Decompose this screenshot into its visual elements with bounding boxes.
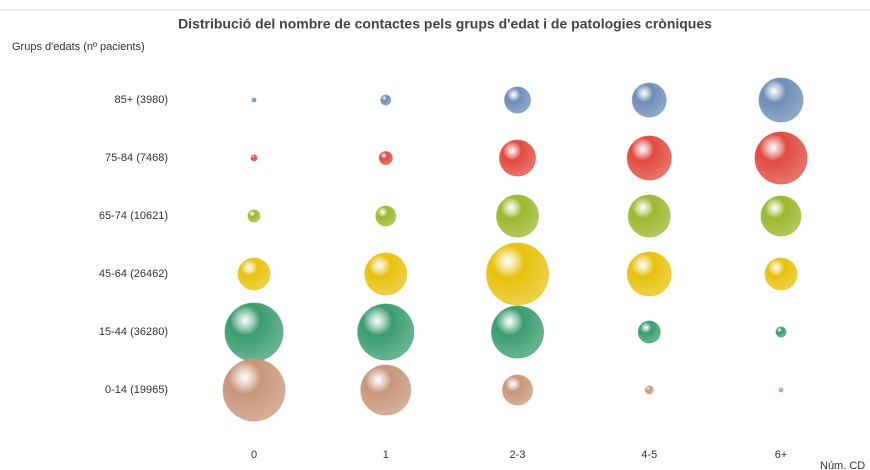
bubble	[637, 320, 661, 344]
bubble	[631, 82, 667, 118]
bubble	[224, 302, 284, 362]
bubble	[486, 242, 549, 306]
bubble	[627, 194, 671, 238]
bubble	[504, 86, 531, 114]
y-axis-label: Grups d'edats (nº pacients)	[12, 41, 145, 53]
bubble	[250, 154, 258, 162]
bubble	[360, 364, 412, 416]
x-tick-label: 4-5	[641, 449, 657, 461]
legend-label: 65-74 (10621)	[99, 210, 168, 222]
bubble	[247, 209, 261, 223]
x-tick-label: 6+	[775, 449, 788, 461]
x-axis-label: Núm. CD	[820, 460, 865, 470]
chart-title: Distribució del nombre de contactes pels…	[178, 16, 712, 32]
bubble	[775, 326, 787, 338]
bubble	[251, 97, 257, 103]
bubble	[496, 194, 539, 238]
bubble	[778, 387, 784, 393]
legend-label: 75-84 (7468)	[105, 152, 168, 164]
bubble	[760, 195, 802, 237]
bubble	[237, 257, 271, 291]
bubble	[491, 305, 544, 359]
bubble	[499, 139, 536, 177]
bubble	[502, 374, 533, 406]
bubble	[754, 131, 808, 185]
bubble	[378, 151, 393, 165]
x-tick-label: 0	[251, 449, 257, 461]
bubble	[626, 135, 672, 181]
bubble	[364, 252, 408, 296]
legend-label: 15-44 (36280)	[99, 326, 168, 338]
x-tick-label: 2-3	[510, 449, 526, 461]
bubble	[764, 257, 798, 291]
bubble	[380, 94, 392, 106]
x-tick-label: 1	[383, 449, 389, 461]
bubble	[758, 77, 804, 123]
legend-label: 0-14 (19965)	[105, 384, 168, 396]
legend-label: 45-64 (26462)	[99, 268, 168, 280]
bubble	[626, 251, 672, 297]
bubble	[375, 205, 397, 227]
legend-label: 85+ (3980)	[114, 94, 168, 106]
bubble	[644, 385, 654, 395]
bubble	[357, 303, 415, 361]
bubble	[222, 358, 286, 422]
